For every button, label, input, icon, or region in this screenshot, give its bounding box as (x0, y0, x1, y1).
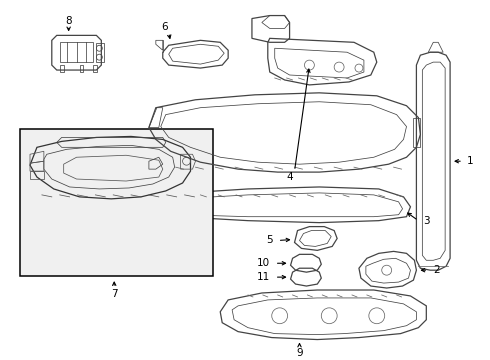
Text: 2: 2 (433, 265, 440, 275)
Text: 11: 11 (257, 272, 270, 282)
Text: 1: 1 (466, 156, 473, 166)
Text: 4: 4 (286, 172, 293, 182)
Text: 8: 8 (65, 15, 72, 26)
Bar (20, 130, 213, 276)
Text: 10: 10 (257, 258, 270, 268)
Text: 6: 6 (161, 22, 168, 32)
Text: 9: 9 (296, 348, 303, 359)
Text: 7: 7 (111, 289, 118, 299)
Text: 5: 5 (267, 235, 273, 246)
Text: 3: 3 (423, 216, 430, 226)
